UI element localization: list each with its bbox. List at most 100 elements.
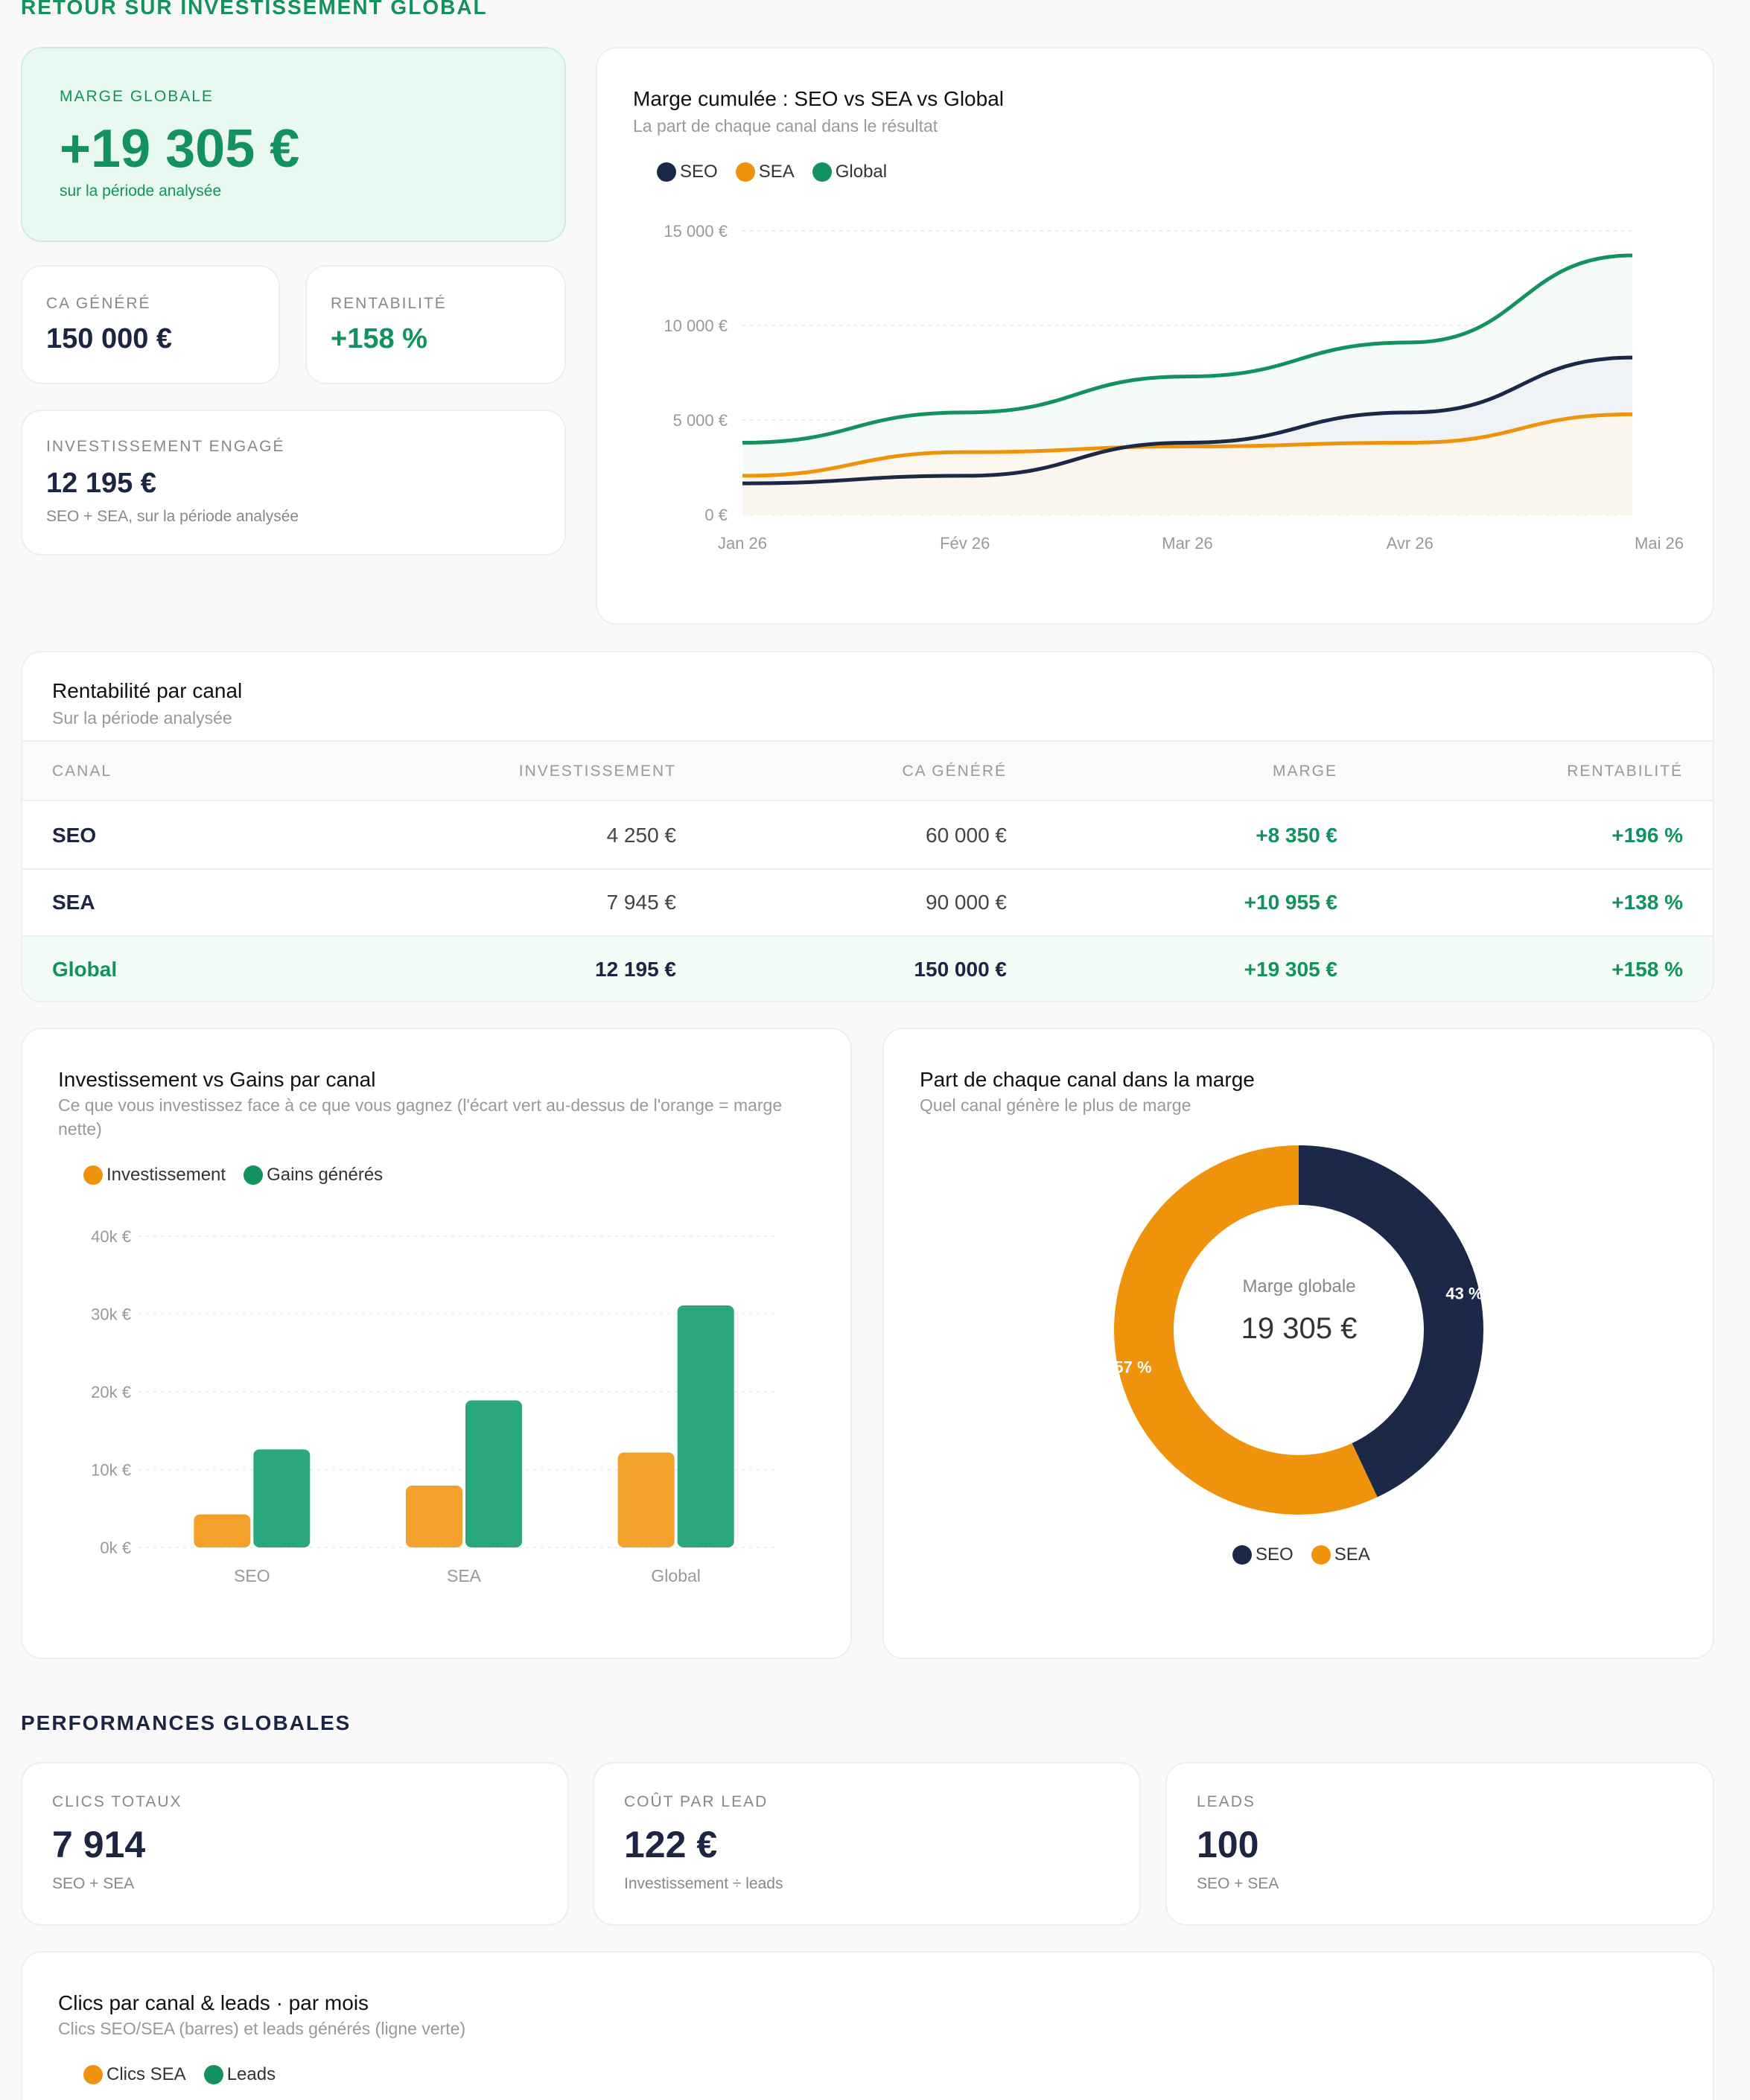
- legend-item-seo[interactable]: SEO: [657, 162, 718, 182]
- td-canal-seo: SEO: [52, 824, 97, 847]
- td-rent-seo: +196 %: [1611, 824, 1683, 847]
- bar-chart-title: Investissement vs Gains par canal: [58, 1068, 376, 1091]
- rentabilite-value: +158 %: [331, 323, 427, 354]
- invest-gains-bar-chart: 40k € 30k € 20k € 10k € 0k € SEO SEA Global: [91, 1227, 774, 1585]
- investissement-label: INVESTISSEMENT ENGAGÉ: [46, 438, 285, 455]
- x-tick-label: Fév 26: [940, 534, 990, 553]
- x-tick-label: SEA: [447, 1566, 482, 1585]
- marge-globale-card: MARGE GLOBALE +19 305 € sur la période a…: [21, 47, 566, 242]
- y-tick-label: 10k €: [91, 1461, 131, 1480]
- legend-dot-gains: [244, 1165, 264, 1185]
- table-title: Rentabilité par canal: [52, 679, 243, 702]
- bar-investissement-seo: [194, 1514, 251, 1547]
- clics-leads-chart-card: Clics par canal & leads · par mois Clics…: [21, 1951, 1714, 2100]
- y-tick-label: 20k €: [91, 1383, 131, 1401]
- y-tick-label: 30k €: [91, 1305, 131, 1324]
- investissement-value: 12 195 €: [46, 468, 156, 499]
- legend-item-gains[interactable]: Gains générés: [244, 1165, 383, 1186]
- donut-chart-legend: SEO SEA: [1232, 1544, 1388, 1565]
- y-tick-label: 0 €: [704, 506, 728, 524]
- th-canal: CANAL: [52, 763, 112, 780]
- marge-cumulee-chart-card: Marge cumulée : SEO vs SEA vs Global La …: [596, 47, 1714, 625]
- legend-item-investissement[interactable]: Investissement: [83, 1165, 226, 1186]
- legend-item-leads[interactable]: Leads: [203, 2064, 276, 2085]
- cout-par-lead-label: COÛT PAR LEAD: [624, 1793, 769, 1810]
- x-tick-label: Mar 26: [1162, 534, 1212, 553]
- legend-item-clics-sea[interactable]: Clics SEA: [83, 2064, 186, 2085]
- leads-label: LEADS: [1197, 1793, 1256, 1810]
- marge-globale-value: +19 305 €: [60, 119, 300, 179]
- y-tick-label: 10 000 €: [664, 316, 728, 335]
- rentabilite-label: RENTABILITÉ: [331, 295, 447, 312]
- cout-par-lead-card: COÛT PAR LEAD 122 € Investissement ÷ lea…: [593, 1762, 1141, 1926]
- marge-globale-sub: sur la période analysée: [60, 182, 222, 200]
- legend-item-seo[interactable]: SEO: [1232, 1544, 1294, 1565]
- area-sea: [742, 414, 1632, 515]
- leads-sub: SEO + SEA: [1197, 1875, 1279, 1892]
- row-divider: [22, 868, 1713, 870]
- td-ca-seo: 60 000 €: [926, 824, 1007, 847]
- row-divider: [22, 935, 1713, 937]
- legend-item-global[interactable]: Global: [812, 162, 887, 182]
- cout-par-lead-value: 122 €: [624, 1824, 718, 1865]
- legend-dot-sea: [735, 162, 755, 182]
- table-header-row: [22, 740, 1713, 801]
- legend-dot-leads: [203, 2065, 223, 2084]
- slice-seo: [1299, 1145, 1483, 1498]
- td-marge-sea: +10 955 €: [1244, 891, 1337, 914]
- series-line-seo: [742, 355, 1633, 486]
- x-tick-label: Avr 26: [1387, 534, 1434, 553]
- y-tick-label: 15 000 €: [664, 222, 728, 241]
- td-rent-global: +158 %: [1611, 958, 1683, 981]
- donut-center-label: Marge globale: [1242, 1276, 1356, 1296]
- cout-par-lead-sub: Investissement ÷ leads: [624, 1875, 783, 1892]
- td-invest-global: 12 195 €: [595, 958, 676, 981]
- x-tick-label: Global: [651, 1566, 700, 1585]
- series-line-sea: [742, 412, 1633, 478]
- invest-vs-gains-card: Investissement vs Gains par canal Ce que…: [21, 1028, 852, 1659]
- x-tick-label: SEO: [234, 1566, 270, 1585]
- bar-gains-global: [677, 1305, 734, 1547]
- y-tick-label: 5 000 €: [673, 411, 728, 430]
- td-canal-sea: SEA: [52, 891, 95, 914]
- clics-totaux-value: 7 914: [52, 1824, 146, 1865]
- table-row-global-bg: [22, 937, 1713, 1001]
- marge-chart-legend: SEO SEA Global: [657, 162, 905, 182]
- bar-chart-legend: Investissement Gains générés: [83, 1165, 401, 1186]
- legend-dot-sea: [1311, 1545, 1331, 1565]
- donut-chart-subtitle: Quel canal génère le plus de marge: [920, 1095, 1191, 1115]
- investissement-card: INVESTISSEMENT ENGAGÉ 12 195 € SEO + SEA…: [21, 410, 566, 556]
- leads-card: LEADS 100 SEO + SEA: [1165, 1762, 1714, 1926]
- marge-chart-subtitle: La part de chaque canal dans le résultat: [633, 116, 938, 136]
- bar-investissement-sea: [406, 1485, 462, 1547]
- legend-dot-clics-sea: [83, 2065, 103, 2084]
- x-tick-label: Mai 26: [1635, 534, 1684, 553]
- legend-item-sea[interactable]: SEA: [1311, 1544, 1370, 1565]
- table-subtitle: Sur la période analysée: [52, 708, 232, 728]
- clics-totaux-sub: SEO + SEA: [52, 1875, 135, 1892]
- bar-gains-sea: [465, 1400, 522, 1547]
- ca-genere-value: 150 000 €: [46, 323, 173, 354]
- ca-genere-label: CA GÉNÉRÉ: [46, 295, 151, 312]
- bar-chart-subtitle: Ce que vous investissez face à ce que vo…: [58, 1095, 783, 1139]
- legend-item-sea[interactable]: SEA: [735, 162, 795, 182]
- donut-chart-title: Part de chaque canal dans la marge: [920, 1068, 1255, 1091]
- bar-gains-seo: [253, 1449, 311, 1547]
- clics-chart-legend: Clics SEA Leads: [83, 2064, 293, 2085]
- th-rentabilite: RENTABILITÉ: [1567, 763, 1683, 780]
- td-canal-global: Global: [52, 958, 118, 981]
- legend-dot-global: [812, 162, 832, 182]
- slice-sea: [1114, 1145, 1378, 1515]
- legend-dot-seo: [657, 162, 676, 182]
- clics-totaux-card: CLICS TOTAUX 7 914 SEO + SEA: [21, 1762, 569, 1926]
- legend-dot-seo: [1232, 1545, 1252, 1565]
- td-marge-seo: +8 350 €: [1256, 824, 1337, 847]
- td-invest-sea: 7 945 €: [606, 891, 676, 914]
- legend-dot-investissement: [83, 1165, 103, 1185]
- clics-totaux-label: CLICS TOTAUX: [52, 1793, 182, 1810]
- marge-line-chart: 15 000 € 10 000 € 5 000 € 0 € Jan 26 Fév 26 Ma…: [664, 222, 1684, 553]
- part-marge-card: Part de chaque canal dans la marge Quel …: [882, 1028, 1714, 1659]
- leads-value: 100: [1197, 1824, 1259, 1865]
- section-title-roi: RETOUR SUR INVESTISSEMENT GLOBAL: [21, 0, 488, 19]
- td-rent-sea: +138 %: [1611, 891, 1683, 914]
